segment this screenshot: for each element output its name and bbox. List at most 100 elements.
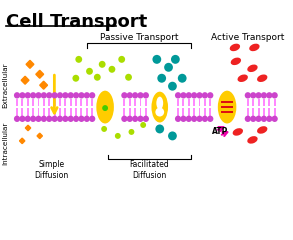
Circle shape — [168, 82, 177, 91]
Bar — [43, 99, 45, 106]
Ellipse shape — [230, 44, 240, 51]
Circle shape — [72, 75, 79, 82]
Circle shape — [68, 92, 74, 99]
Circle shape — [202, 116, 208, 122]
Circle shape — [46, 92, 52, 99]
Bar — [81, 99, 82, 106]
Bar — [70, 99, 72, 106]
Circle shape — [191, 116, 197, 122]
Polygon shape — [19, 138, 25, 144]
Circle shape — [202, 92, 208, 99]
Bar — [64, 99, 66, 106]
Circle shape — [143, 116, 149, 122]
Bar — [59, 108, 61, 116]
Circle shape — [19, 92, 25, 99]
Bar — [16, 99, 18, 106]
Ellipse shape — [96, 91, 114, 123]
Circle shape — [68, 116, 74, 122]
Circle shape — [125, 74, 132, 81]
Circle shape — [30, 92, 36, 99]
Circle shape — [89, 92, 95, 99]
Circle shape — [89, 116, 95, 122]
Ellipse shape — [233, 128, 243, 136]
Bar — [268, 99, 270, 106]
Bar — [91, 108, 93, 116]
Circle shape — [255, 116, 262, 122]
Circle shape — [196, 116, 203, 122]
Circle shape — [255, 92, 262, 99]
Bar — [274, 99, 276, 106]
Polygon shape — [25, 125, 31, 131]
Bar — [134, 99, 136, 106]
Bar — [258, 108, 260, 116]
Circle shape — [186, 116, 192, 122]
Bar — [139, 108, 142, 116]
Text: Intracellular: Intracellular — [3, 121, 8, 165]
Bar — [32, 108, 34, 116]
Ellipse shape — [231, 58, 241, 65]
Bar — [252, 108, 254, 116]
Bar — [263, 108, 265, 116]
Ellipse shape — [257, 74, 268, 82]
Circle shape — [52, 92, 58, 99]
Circle shape — [127, 116, 133, 122]
Bar — [183, 108, 184, 116]
Bar — [48, 108, 50, 116]
Circle shape — [250, 92, 256, 99]
Bar — [221, 111, 233, 113]
Circle shape — [101, 126, 107, 132]
Circle shape — [180, 116, 187, 122]
Bar — [123, 108, 125, 116]
Circle shape — [30, 116, 36, 122]
Bar — [204, 99, 206, 106]
Bar — [21, 108, 23, 116]
Circle shape — [94, 74, 101, 81]
Circle shape — [196, 92, 203, 99]
Circle shape — [207, 92, 213, 99]
Bar — [263, 99, 265, 106]
Bar — [209, 99, 211, 106]
Circle shape — [102, 105, 108, 111]
Bar — [81, 108, 82, 116]
Circle shape — [62, 92, 69, 99]
Text: Cell Transport: Cell Transport — [6, 13, 147, 31]
Bar — [75, 108, 77, 116]
Ellipse shape — [151, 92, 168, 122]
Bar — [188, 108, 190, 116]
Bar — [32, 99, 34, 106]
Circle shape — [245, 116, 251, 122]
Bar — [193, 99, 195, 106]
Bar — [91, 99, 93, 106]
Bar — [27, 108, 29, 116]
Bar — [199, 99, 200, 106]
Bar — [123, 99, 125, 106]
Circle shape — [86, 68, 93, 75]
Text: ATP: ATP — [212, 127, 228, 136]
Circle shape — [121, 92, 127, 99]
Circle shape — [52, 116, 58, 122]
Circle shape — [261, 116, 267, 122]
Bar — [221, 101, 233, 103]
Circle shape — [84, 116, 90, 122]
Ellipse shape — [249, 44, 260, 51]
Text: Active Transport: Active Transport — [211, 33, 284, 42]
Circle shape — [152, 55, 161, 64]
Circle shape — [115, 133, 121, 139]
Text: Facilitated
Diffusion: Facilitated Diffusion — [130, 160, 169, 180]
Circle shape — [73, 92, 79, 99]
Circle shape — [191, 92, 197, 99]
Polygon shape — [36, 70, 44, 78]
Bar — [38, 108, 40, 116]
Circle shape — [25, 92, 31, 99]
Circle shape — [137, 92, 144, 99]
Bar — [86, 108, 88, 116]
Bar — [247, 108, 249, 116]
Bar — [252, 99, 254, 106]
Circle shape — [57, 116, 63, 122]
Bar — [274, 108, 276, 116]
Text: Simple
Diffusion: Simple Diffusion — [34, 160, 69, 180]
Bar — [221, 106, 233, 108]
Bar — [209, 108, 211, 116]
Bar — [59, 99, 61, 106]
Bar — [188, 99, 190, 106]
